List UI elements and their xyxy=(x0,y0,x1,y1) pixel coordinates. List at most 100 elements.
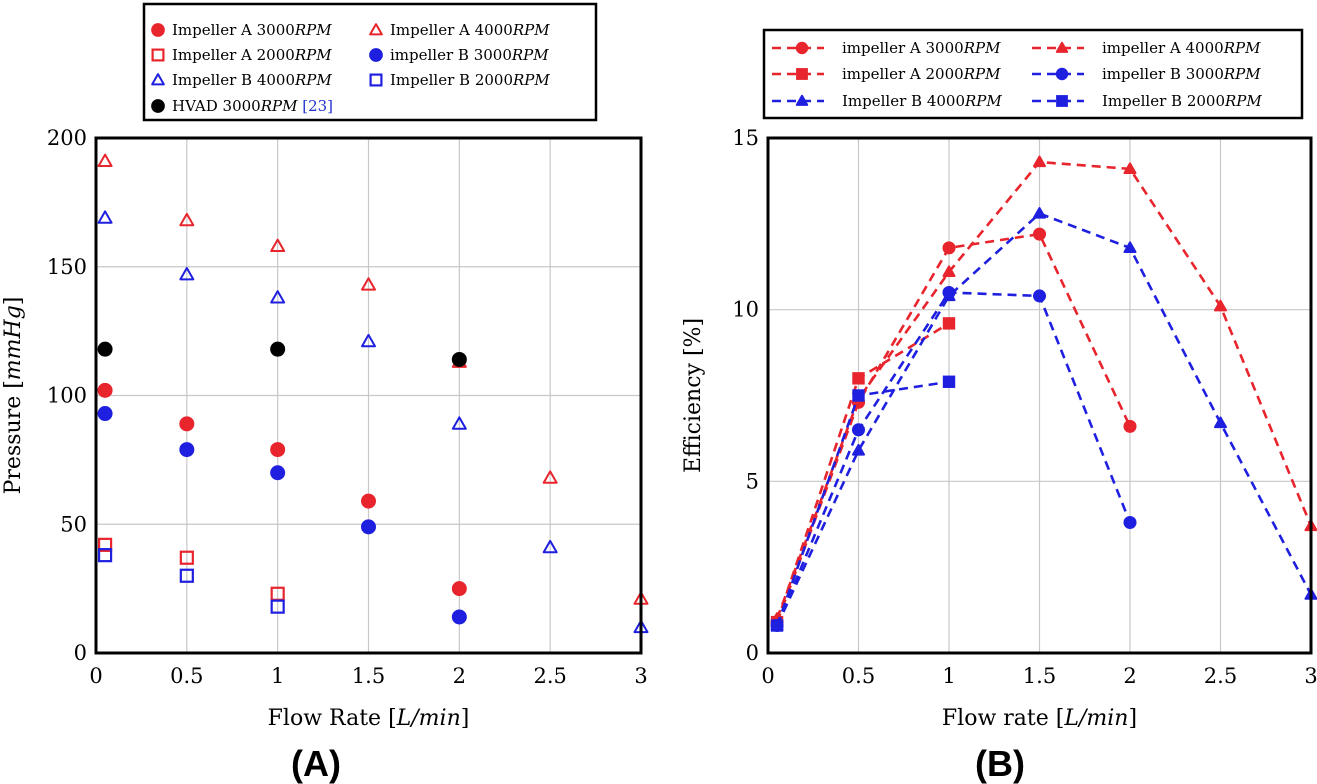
y-tick-label: 15 xyxy=(732,126,759,150)
x-tick-label: 0 xyxy=(89,664,102,688)
legend-label: impeller A 2000RPM xyxy=(842,65,1001,83)
x-tick-label: 0.5 xyxy=(842,664,875,688)
data-point xyxy=(270,341,286,357)
data-point xyxy=(97,406,113,422)
data-point xyxy=(179,550,194,565)
x-tick-label: 1.5 xyxy=(352,664,385,688)
y-tick-label: 0 xyxy=(746,641,759,665)
legend-marker xyxy=(151,48,165,62)
legend-item: Impeller A 3000RPM xyxy=(151,21,332,39)
data-point xyxy=(97,548,113,563)
legend-marker xyxy=(151,99,165,113)
y-tick-label: 150 xyxy=(47,255,87,279)
data-point xyxy=(270,290,286,304)
data-point xyxy=(1213,299,1228,312)
data-point xyxy=(942,241,956,255)
legend-item: Impeller A 2000RPM xyxy=(151,46,332,64)
legend-marker xyxy=(151,73,165,86)
legend-label: impeller B 3000RPM xyxy=(1102,65,1261,83)
series-impeller-b-3000 xyxy=(770,285,1137,633)
panel-label: (B) xyxy=(975,743,1025,784)
x-tick-label: 0.5 xyxy=(170,664,203,688)
data-point xyxy=(1123,419,1137,433)
data-point xyxy=(942,317,956,330)
legend-frame xyxy=(142,2,598,122)
legend-label: Impeller A 2000RPM xyxy=(172,46,332,64)
legend-label: Impeller B 4000RPM xyxy=(172,71,332,89)
legend-item: Impeller B 2000RPM xyxy=(1032,92,1262,110)
data-point xyxy=(1032,227,1047,241)
data-point xyxy=(97,210,113,224)
data-point xyxy=(270,599,285,614)
y-tick-label: 200 xyxy=(47,126,87,150)
series-impeller-b-2000 xyxy=(97,548,285,614)
legend-item: impeller A 4000RPM xyxy=(1032,39,1261,57)
data-point xyxy=(1032,155,1047,168)
legend-marker xyxy=(1056,95,1068,107)
data-point xyxy=(179,442,195,458)
legend-label: Impeller B 2000RPM xyxy=(390,71,550,89)
series-line xyxy=(775,380,950,626)
legend: impeller A 3000RPM impeller A 4000RPM impe… xyxy=(762,28,1304,120)
data-point xyxy=(451,351,467,367)
legend-label: Impeller B 4000RPM xyxy=(842,92,1002,110)
data-point xyxy=(851,423,866,437)
series-line xyxy=(775,322,950,623)
legend-label: Impeller A 3000RPM xyxy=(172,21,332,39)
data-point xyxy=(97,153,113,168)
data-point xyxy=(97,382,113,398)
pressure-chart: 0 0.5 1 1.5 2 2.5 3 0 50 100 150 200 Flow Rate [L/mi… xyxy=(1,2,649,784)
data-point xyxy=(97,341,113,357)
data-point xyxy=(542,470,558,484)
y-axis-label: Efficiency [%] xyxy=(681,318,706,473)
efficiency-chart: 0 0.5 1 1.5 2 2.5 3 0 5 10 15 Flow rate [L/min] Effi… xyxy=(681,28,1317,784)
legend-marker xyxy=(795,94,809,106)
series-line xyxy=(775,291,1132,627)
panel-label: (A) xyxy=(291,743,341,784)
x-tick-label: 1 xyxy=(942,664,955,688)
legend-marker xyxy=(369,23,383,36)
data-point xyxy=(1123,241,1137,254)
legend-label: HVAD 3000RPM [23] xyxy=(172,97,333,115)
legend-marker xyxy=(796,68,808,80)
legend-item: Impeller B 4000RPM xyxy=(151,71,332,89)
legend-item: impeller B 3000RPM xyxy=(1032,65,1261,83)
series-line xyxy=(775,212,1313,627)
x-tick-label: 3 xyxy=(634,664,647,688)
x-tick-label: 1.5 xyxy=(1023,664,1056,688)
legend-label: Impeller A 4000RPM xyxy=(390,21,550,39)
data-point xyxy=(451,609,467,625)
x-tick-label: 2.5 xyxy=(533,664,566,688)
legend-item: impeller A 3000RPM xyxy=(772,39,1001,57)
series-impeller-b-3000 xyxy=(97,406,467,625)
legend-marker xyxy=(151,23,165,37)
x-tick-label: 1 xyxy=(271,664,284,688)
legend-label: impeller A 4000RPM xyxy=(1102,39,1261,57)
legend-label: impeller B 3000RPM xyxy=(390,46,549,64)
x-tick-label: 2 xyxy=(453,664,466,688)
legend: Impeller A 3000RPM Impeller A 4000RPM Impe… xyxy=(142,2,598,122)
legend-marker xyxy=(369,48,383,62)
data-point xyxy=(852,372,865,385)
x-tick-label: 3 xyxy=(1304,664,1317,688)
data-point xyxy=(1032,207,1047,219)
data-point xyxy=(542,539,558,554)
x-tick-label: 0 xyxy=(761,664,774,688)
legend-marker xyxy=(369,73,383,87)
data-point xyxy=(179,266,195,281)
legend-item: Impeller B 4000RPM xyxy=(772,92,1002,110)
legend-marker xyxy=(795,41,809,55)
legend-item: Impeller A 4000RPM xyxy=(369,21,550,39)
data-point xyxy=(1123,516,1137,530)
data-point xyxy=(851,443,866,456)
data-point xyxy=(1123,162,1137,175)
data-point xyxy=(451,581,467,597)
legend-item: impeller A 2000RPM xyxy=(772,65,1001,83)
data-point xyxy=(942,375,956,388)
data-point xyxy=(1213,416,1228,429)
plot-frame xyxy=(766,136,1313,655)
x-tick-label: 2.5 xyxy=(1204,664,1237,688)
data-point xyxy=(179,416,195,432)
y-tick-label: 10 xyxy=(732,298,759,322)
